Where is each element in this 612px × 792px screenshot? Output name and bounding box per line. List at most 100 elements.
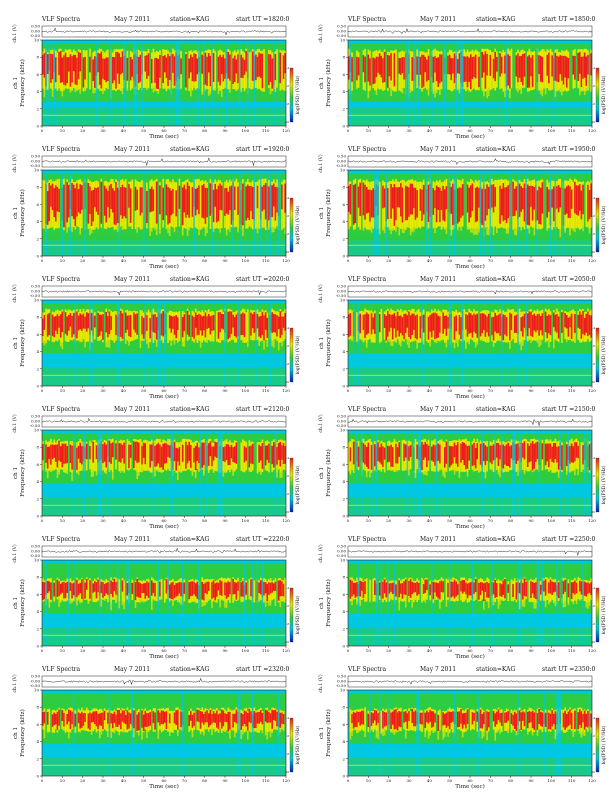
emission-peak <box>473 442 475 466</box>
emission-column <box>470 709 472 731</box>
x-tick-label: 40 <box>427 518 433 523</box>
emission-peak <box>131 582 134 595</box>
wave-tick-label: 0.00 <box>31 419 40 424</box>
emission-peak <box>59 583 62 595</box>
emission-peak <box>255 54 257 81</box>
gap-column <box>562 171 565 256</box>
emission-peak <box>102 444 104 464</box>
gap-column <box>98 431 101 516</box>
gap-column <box>554 171 557 256</box>
colorbar-tick-label: -10 <box>285 770 290 774</box>
emission-peak <box>211 582 213 599</box>
y-tick-label: 4 <box>36 89 39 94</box>
y-tick-label: 2 <box>342 236 345 241</box>
emission-peak <box>232 447 234 462</box>
emission-peak <box>139 187 142 216</box>
x-tick-label: 10 <box>366 128 372 133</box>
emission-peak <box>382 185 384 209</box>
emission-column <box>388 180 391 229</box>
spectrogram-image <box>42 300 286 386</box>
emission-peak <box>528 311 531 329</box>
y-tick-label: 6 <box>342 72 345 77</box>
emission-peak <box>463 580 466 592</box>
emission-column <box>380 308 383 341</box>
emission-tail <box>272 226 275 232</box>
emission-peak <box>242 714 244 727</box>
emission-peak <box>155 57 158 89</box>
emission-tail <box>242 228 244 236</box>
emission-tail <box>51 732 54 734</box>
emission-peak <box>64 443 67 464</box>
emission-peak <box>274 709 277 722</box>
emission-peak <box>502 314 505 341</box>
emission-peak <box>460 580 462 592</box>
emission-peak <box>141 710 143 728</box>
emission-peak <box>100 181 103 224</box>
emission-peak <box>71 182 73 217</box>
y-tick-label: 6 <box>342 592 345 597</box>
emission-tail <box>126 88 129 91</box>
colorbar-tick-label: -6 <box>286 84 289 88</box>
emission-peak <box>349 184 352 215</box>
emission-peak <box>224 713 226 722</box>
colorbar-tick-label: -8 <box>286 362 289 366</box>
emission-tail <box>225 230 228 236</box>
emission-peak <box>94 315 96 328</box>
emission-peak <box>526 711 529 729</box>
emission-peak <box>437 315 440 338</box>
emission-peak <box>258 444 260 463</box>
gap-column <box>348 691 350 776</box>
emission-peak <box>403 581 405 595</box>
emission-tail <box>147 342 150 349</box>
emission-peak <box>536 713 539 730</box>
low-power-floor <box>348 237 592 256</box>
emission-peak <box>582 310 584 335</box>
emission-tail <box>240 731 243 740</box>
emission-peak <box>268 711 270 723</box>
colorbar-tick-label: -4 <box>592 456 595 460</box>
emission-column <box>544 51 547 89</box>
y-tick-label: 0 <box>36 644 39 649</box>
emission-tail <box>105 342 108 348</box>
emission-tail <box>588 602 591 606</box>
emission-tail <box>168 229 171 237</box>
emission-column <box>533 51 536 90</box>
emission-tail <box>531 732 534 736</box>
emission-tail <box>198 229 200 236</box>
emission-tail <box>108 469 111 473</box>
emission-peak <box>259 53 262 78</box>
emission-peak <box>403 443 405 462</box>
emission-peak <box>269 582 272 594</box>
emission-column <box>209 579 212 600</box>
emission-tail <box>562 602 565 608</box>
x-tick-label: 90 <box>528 648 534 653</box>
emission-peak <box>53 582 56 597</box>
colorbar-tick-label: -8 <box>592 362 595 366</box>
emission-peak <box>196 709 199 722</box>
gap-column <box>512 431 514 516</box>
emission-peak <box>445 712 448 728</box>
emission-tail <box>201 602 204 607</box>
emission-tail <box>66 227 69 233</box>
emission-peak <box>51 714 54 727</box>
emission-peak <box>466 709 469 724</box>
emission-peak <box>191 714 194 728</box>
emission-peak <box>517 53 519 83</box>
emission-peak <box>74 713 77 727</box>
emission-peak <box>105 311 108 333</box>
emission-peak <box>383 188 386 208</box>
spectrogram-panel: VLF Spectra May 7 2011 station=KAG start UT… <box>310 268 607 400</box>
gap-column <box>387 561 389 646</box>
emission-peak <box>43 582 46 600</box>
emission-peak <box>362 182 365 216</box>
emission-column <box>48 708 51 733</box>
emission-peak <box>118 53 121 84</box>
emission-peak <box>271 312 273 333</box>
waveform-trace <box>347 680 593 685</box>
emission-column <box>445 578 448 601</box>
emission-peak <box>159 581 161 597</box>
emission-peak <box>279 580 282 597</box>
emission-peak <box>554 711 557 730</box>
emission-column <box>118 579 121 602</box>
emission-peak <box>585 313 588 333</box>
